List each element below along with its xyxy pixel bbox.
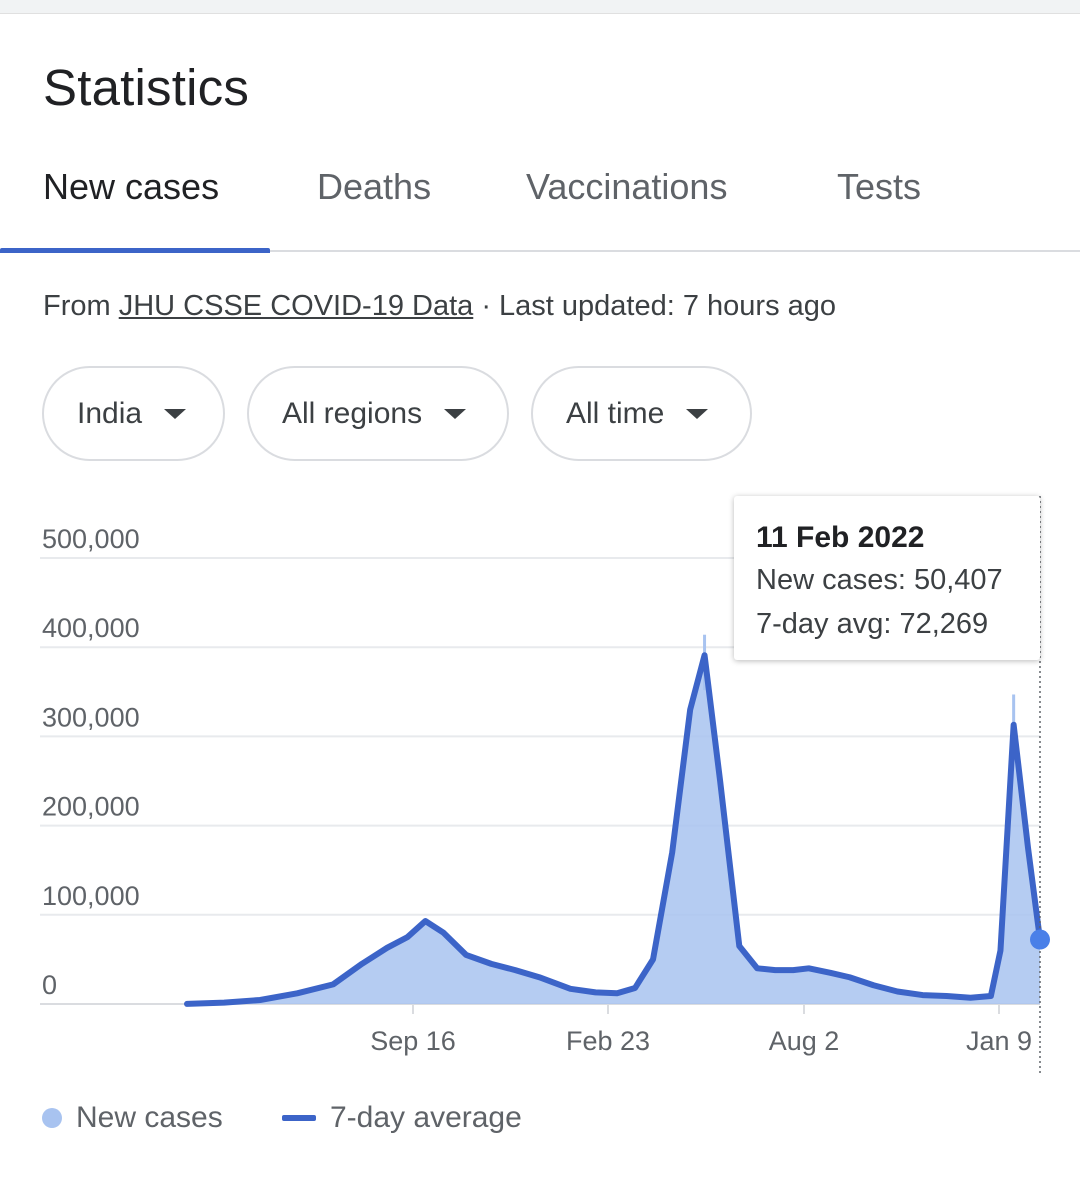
legend-swatch-avg — [282, 1115, 316, 1121]
last-updated: · Last updated: 7 hours ago — [473, 290, 837, 322]
x-tick-label: Sep 16 — [370, 1026, 456, 1056]
caret-down-icon — [444, 408, 467, 419]
page-title: Statistics — [43, 59, 250, 116]
y-tick-label: 400,000 — [42, 613, 140, 643]
country-filter[interactable]: India — [42, 366, 225, 461]
region-filter[interactable]: All regions — [247, 366, 509, 461]
legend-item-new-cases: New cases — [42, 1098, 223, 1138]
tab-bar: New cases Deaths Vaccinations Tests — [0, 150, 1080, 253]
hover-marker — [1030, 929, 1050, 950]
legend-label-new-cases: New cases — [76, 1101, 223, 1134]
tab-deaths[interactable]: Deaths — [317, 166, 432, 207]
tab-new-cases[interactable]: New cases — [43, 166, 220, 207]
caret-down-icon — [164, 408, 187, 419]
source-link[interactable]: JHU CSSE COVID-19 Data — [118, 290, 474, 322]
source-line: From JHU CSSE COVID-19 Data · Last updat… — [43, 290, 836, 323]
cases-chart[interactable]: 0 100,000 200,000 300,000 400,000 500,000 Sep … — [0, 480, 1080, 1080]
x-tick-label: Aug 2 — [769, 1026, 840, 1056]
seven-day-average-line — [184, 652, 1043, 1007]
tooltip-new-cases: New cases: 50,407 — [756, 564, 1003, 596]
y-tick-label: 300,000 — [42, 702, 140, 732]
tab-tests[interactable]: Tests — [837, 166, 922, 207]
tab-vaccinations[interactable]: Vaccinations — [526, 166, 728, 207]
y-tick-label: 0 — [42, 970, 57, 1000]
y-tick-label: 500,000 — [42, 524, 140, 554]
y-tick-label: 200,000 — [42, 792, 140, 822]
new-cases-area — [187, 655, 1040, 1004]
top-strip — [0, 0, 1080, 14]
chart-tooltip: 11 Feb 2022 New cases: 50,407 7-day avg:… — [734, 496, 1040, 660]
active-tab-indicator — [0, 248, 270, 253]
country-filter-label: India — [77, 396, 143, 430]
time-filter-label: All time — [566, 396, 665, 430]
source-prefix: From — [43, 290, 119, 322]
x-tick-label: Jan 9 — [966, 1026, 1032, 1056]
caret-down-icon — [686, 408, 709, 419]
y-tick-label: 100,000 — [42, 881, 140, 911]
tooltip-date: 11 Feb 2022 — [756, 521, 925, 554]
region-filter-label: All regions — [282, 396, 423, 430]
tooltip-avg: 7-day avg: 72,269 — [756, 608, 989, 640]
legend-label-avg: 7-day average — [330, 1101, 522, 1134]
x-tick-label: Feb 23 — [566, 1026, 650, 1056]
legend-swatch-new-cases — [42, 1108, 62, 1128]
time-filter[interactable]: All time — [531, 366, 752, 461]
legend-item-avg: 7-day average — [282, 1098, 522, 1138]
